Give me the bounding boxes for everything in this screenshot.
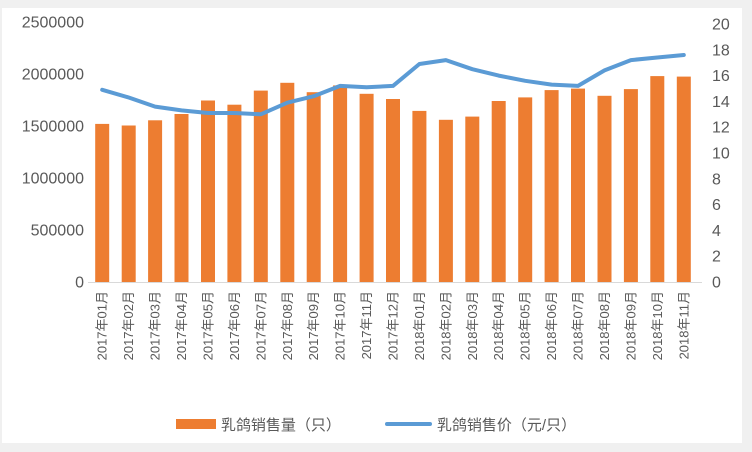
x-axis-category-label: 2018年03月 bbox=[465, 291, 480, 360]
sales-volume-bar bbox=[571, 88, 585, 282]
x-axis-category-label: 2017年07月 bbox=[253, 291, 268, 360]
sales-volume-bar bbox=[412, 110, 427, 283]
line-series-swatch bbox=[384, 422, 432, 426]
legend-label-sales-price: 乳鸽销售价（元/只） bbox=[436, 416, 577, 434]
sales-volume-bar bbox=[465, 116, 480, 282]
sales-volume-bar bbox=[676, 76, 691, 282]
x-axis-category-label: 2017年03月 bbox=[148, 291, 163, 360]
y-axis-left-tick-label: 2500000 bbox=[22, 15, 84, 32]
sales-volume-bar bbox=[95, 123, 110, 283]
x-axis-category-label: 2018年07月 bbox=[571, 291, 586, 360]
y-axis-right-tick-label: 2 bbox=[712, 249, 721, 266]
sales-volume-bar bbox=[148, 120, 163, 282]
y-axis-right-tick-label: 20 bbox=[712, 17, 730, 34]
sales-volume-bar bbox=[386, 99, 400, 282]
sales-volume-bar bbox=[333, 85, 348, 283]
y-axis-left-tick-label: 0 bbox=[75, 275, 84, 292]
sales-volume-bar bbox=[121, 125, 136, 282]
sales-volume-bar bbox=[438, 119, 453, 282]
x-axis-category-label: 2018年06月 bbox=[544, 291, 559, 360]
x-axis-category-label: 2018年08月 bbox=[597, 291, 612, 360]
legend-item-sales-price: 乳鸽销售价（元/只） bbox=[384, 414, 577, 435]
y-axis-right-tick-label: 6 bbox=[712, 197, 721, 214]
x-axis-category-label: 2017年04月 bbox=[174, 291, 189, 360]
y-axis-left-tick-label: 2000000 bbox=[22, 67, 84, 84]
y-axis-right-tick-label: 12 bbox=[712, 120, 730, 137]
legend-item-sales-volume: 乳鸽销售量（只） bbox=[175, 414, 341, 435]
bar-series-swatch bbox=[175, 419, 216, 429]
sales-volume-bar bbox=[597, 95, 612, 282]
sales-volume-bar bbox=[201, 100, 215, 282]
sales-volume-bar bbox=[623, 89, 638, 282]
y-axis-right-tick-label: 10 bbox=[712, 146, 730, 163]
x-axis-category-label: 2018年09月 bbox=[623, 291, 638, 360]
sales-volume-bar bbox=[491, 101, 506, 282]
y-axis-left-tick-label: 500000 bbox=[31, 223, 84, 240]
sales-volume-bar bbox=[650, 76, 665, 282]
x-axis-category-label: 2017年01月 bbox=[95, 291, 110, 360]
x-axis-category-label: 2017年08月 bbox=[280, 291, 295, 360]
x-axis-category-label: 2017年12月 bbox=[386, 291, 401, 360]
legend: 乳鸽销售量（只） 乳鸽销售价（元/只） bbox=[0, 408, 752, 440]
sales-volume-bar bbox=[227, 104, 242, 282]
x-axis-category-label: 2017年09月 bbox=[306, 291, 321, 360]
sales-volume-bar bbox=[306, 92, 321, 282]
y-axis-right-tick-label: 0 bbox=[712, 275, 721, 292]
x-axis-category-label: 2018年02月 bbox=[438, 291, 453, 360]
sales-volume-bar bbox=[174, 114, 189, 282]
y-axis-right-tick-label: 16 bbox=[712, 68, 730, 85]
x-axis-category-label: 2017年10月 bbox=[333, 291, 348, 360]
x-axis-category-label: 2017年05月 bbox=[201, 291, 216, 360]
y-axis-right-tick-label: 18 bbox=[712, 42, 730, 59]
x-axis-category-label: 2018年04月 bbox=[491, 291, 506, 360]
x-axis-category-label: 2018年10月 bbox=[650, 291, 665, 360]
legend-label-sales-volume: 乳鸽销售量（只） bbox=[220, 416, 341, 434]
x-axis-category-label: 2017年06月 bbox=[227, 291, 242, 360]
y-axis-right-tick-label: 4 bbox=[712, 223, 721, 240]
y-axis-left-tick-label: 1000000 bbox=[22, 171, 84, 188]
sales-volume-bar bbox=[544, 90, 559, 282]
sales-volume-bar bbox=[359, 93, 374, 282]
sales-price-line bbox=[100, 53, 686, 117]
y-axis-right-tick-label: 8 bbox=[712, 171, 721, 188]
x-axis-category-label: 2018年11月 bbox=[676, 291, 691, 359]
x-axis-category-label: 2018年01月 bbox=[412, 291, 427, 360]
sales-volume-bar bbox=[280, 82, 295, 282]
x-axis-category-label: 2017年02月 bbox=[121, 291, 136, 360]
y-axis-left-tick-label: 1500000 bbox=[22, 119, 84, 136]
x-axis-category-label: 2017年11月 bbox=[359, 291, 374, 359]
y-axis-right-tick-label: 14 bbox=[712, 94, 730, 111]
x-axis-category-label: 2018年05月 bbox=[518, 291, 533, 360]
sales-volume-bar bbox=[518, 97, 533, 283]
sales-volume-bar bbox=[253, 90, 268, 282]
